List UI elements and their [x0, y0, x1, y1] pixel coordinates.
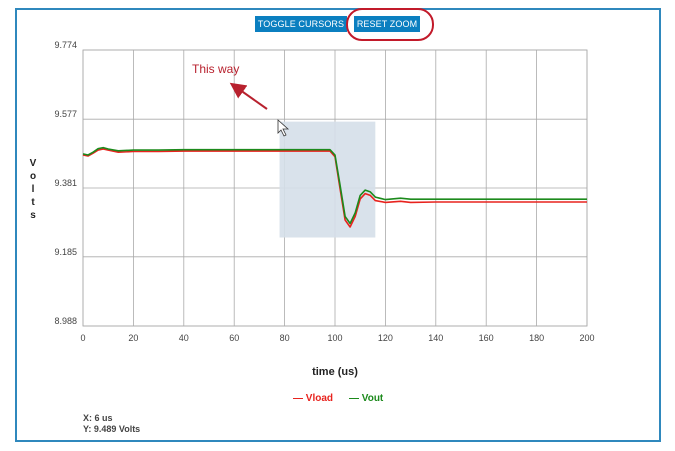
y-tick-label: 9.577: [54, 109, 77, 119]
cursor-readout: X: 6 us Y: 9.489 Volts: [83, 413, 140, 435]
x-tick-label: 100: [327, 333, 342, 343]
x-tick-label: 20: [128, 333, 138, 343]
annotation-arrow: [229, 82, 268, 110]
x-tick-label: 120: [378, 333, 393, 343]
x-tick-label: 0: [80, 333, 85, 343]
y-axis-label-letter: l: [31, 184, 35, 195]
y-tick-label: 9.774: [54, 40, 77, 50]
y-axis-label-letter: o: [29, 171, 37, 182]
annotation-label: This way: [192, 62, 240, 76]
chart-legend[interactable]: — Vload — Vout: [293, 393, 384, 404]
x-tick-label: 40: [179, 333, 189, 343]
y-tick-label: 8.988: [54, 316, 77, 326]
cursor-y-readout: Y: 9.489 Volts: [83, 424, 141, 434]
y-tick-label: 9.381: [54, 178, 77, 188]
tick-labels: 0 20 40 60 80 100 120 140 160 180 200 8.988 9.185 9.3…: [54, 40, 594, 343]
cursor-x-readout: X: 6 us: [83, 413, 113, 423]
x-tick-label: 160: [479, 333, 494, 343]
toggle-cursors-button[interactable]: TOGGLE CURSORS: [255, 16, 347, 32]
x-tick-label: 180: [529, 333, 544, 343]
series-line-vout: [82, 146, 587, 225]
x-tick-label: 80: [280, 333, 290, 343]
zoom-selection-box[interactable]: [279, 121, 376, 238]
legend-item-vload[interactable]: — Vload: [293, 393, 333, 404]
reset-zoom-button[interactable]: RESET ZOOM: [354, 16, 420, 32]
x-tick-label: 140: [428, 333, 443, 343]
series-layer: [82, 146, 587, 228]
x-tick-label: 200: [579, 333, 594, 343]
legend-item-vout[interactable]: — Vout: [349, 393, 384, 404]
y-tick-label: 9.185: [54, 247, 77, 257]
y-axis-label-letter: t: [31, 197, 35, 208]
mouse-pointer-icon: [277, 119, 290, 137]
y-axis-label-letter: V: [29, 158, 37, 169]
x-tick-label: 60: [229, 333, 239, 343]
x-axis-label: time (us): [312, 366, 358, 378]
y-axis-label-letter: s: [30, 210, 36, 221]
